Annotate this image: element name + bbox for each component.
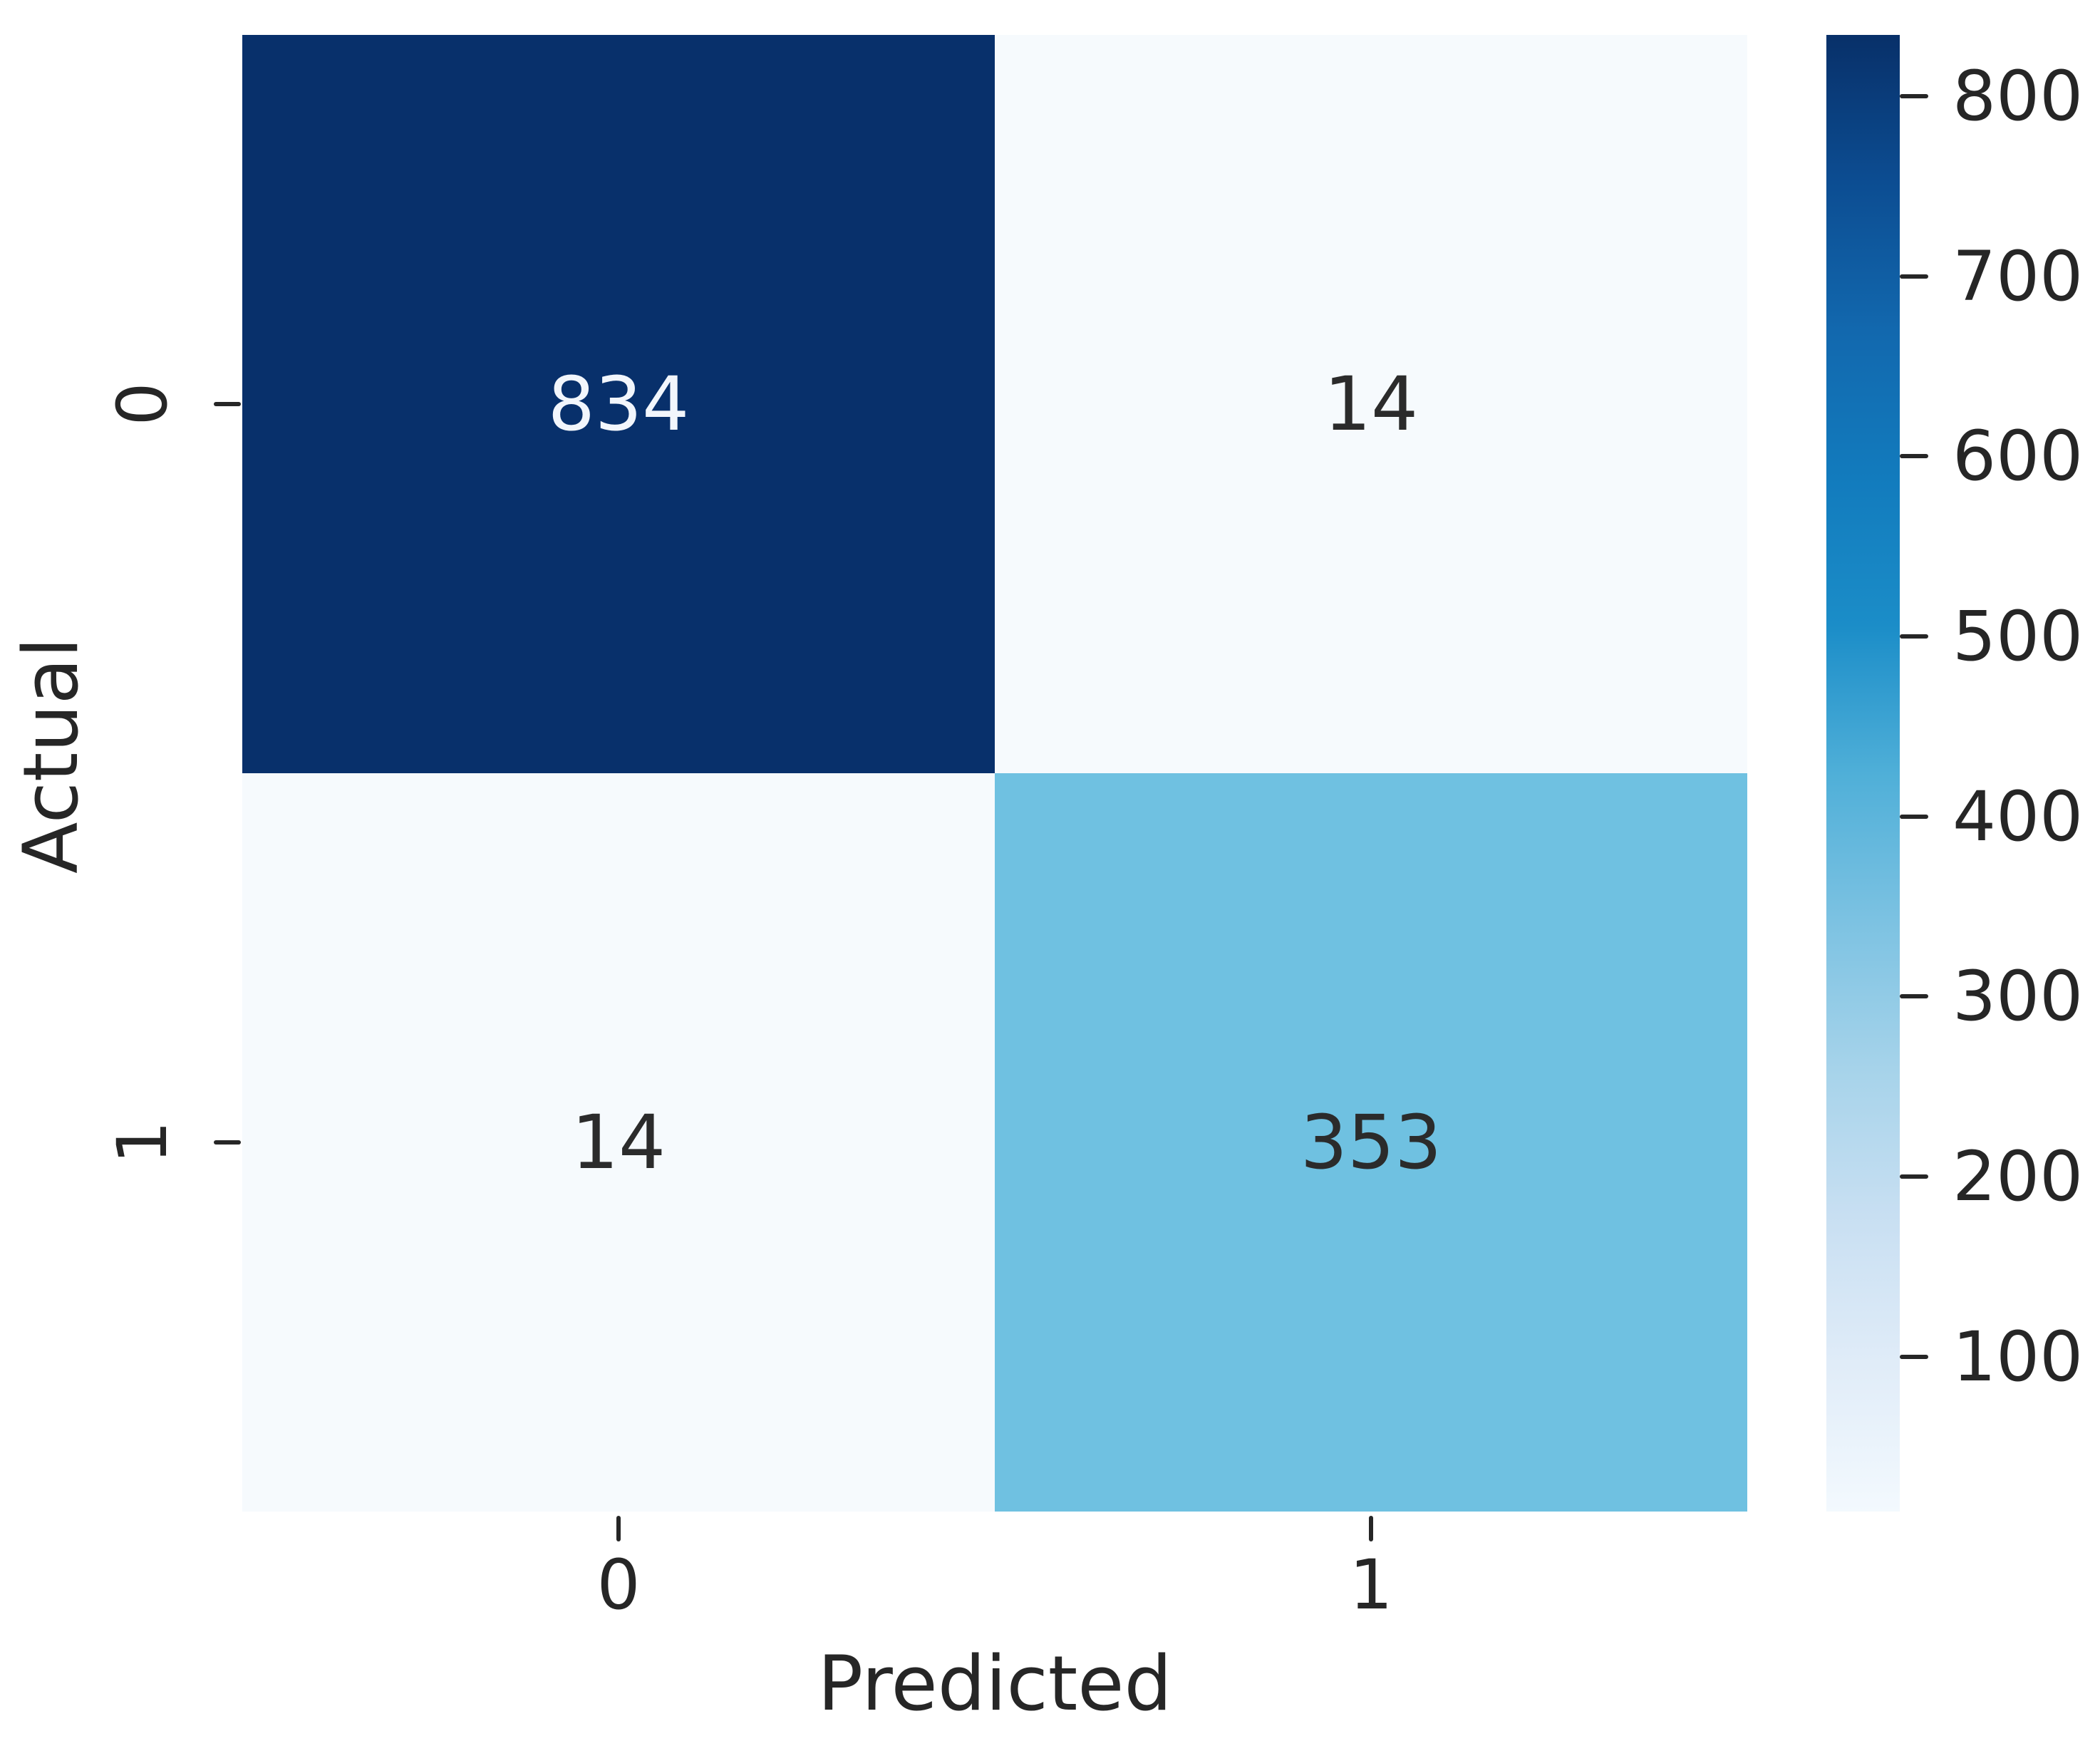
x-tick-mark-1	[1369, 1516, 1373, 1541]
colorbar-tick-mark	[1900, 814, 1928, 819]
cell-value-false-positive: 14	[1323, 361, 1419, 448]
colorbar-tick-800: 800	[1900, 62, 2083, 130]
y-tick-label-1: 1	[103, 1120, 182, 1164]
colorbar-tick-100: 100	[1900, 1323, 2083, 1391]
y-tick-mark-1	[214, 1140, 241, 1145]
cell-value-true-positive: 353	[1300, 1099, 1442, 1186]
colorbar-tick-mark	[1900, 274, 1928, 279]
colorbar-tick-mark	[1900, 1174, 1928, 1179]
x-tick-label-0: 0	[596, 1545, 641, 1625]
colorbar-tick-mark	[1900, 1354, 1928, 1359]
cell-actual1-predicted1: 353	[995, 773, 1747, 1512]
colorbar-tick-500: 500	[1900, 602, 2083, 671]
heatmap-plot: 834 14 14 353	[242, 35, 1747, 1512]
cell-actual0-predicted1: 14	[995, 35, 1747, 773]
cell-value-false-negative: 14	[571, 1099, 666, 1186]
colorbar-tick-mark	[1900, 93, 1928, 98]
colorbar-tick-label: 700	[1952, 236, 2084, 316]
colorbar-tick-label: 200	[1952, 1137, 2084, 1216]
colorbar-tick-mark	[1900, 454, 1928, 459]
colorbar-tick-label: 100	[1952, 1316, 2084, 1397]
colorbar-tick-label: 500	[1952, 596, 2084, 676]
cell-value-true-negative: 834	[547, 361, 690, 448]
y-axis-title: Actual	[7, 636, 95, 874]
x-tick-label-1: 1	[1349, 1545, 1393, 1625]
y-tick-mark-0	[214, 402, 241, 406]
x-tick-mark-0	[616, 1516, 621, 1541]
cell-actual0-predicted0: 834	[242, 35, 995, 773]
colorbar-tick-label: 400	[1952, 776, 2084, 857]
colorbar-tick-400: 400	[1900, 782, 2083, 851]
colorbar-tick-label: 300	[1952, 956, 2084, 1037]
colorbar-tick-700: 700	[1900, 242, 2083, 311]
y-tick-label-0: 0	[103, 382, 182, 426]
colorbar-tick-mark	[1900, 634, 1928, 639]
colorbar-tick-600: 600	[1900, 422, 2083, 490]
colorbar-tick-mark	[1900, 994, 1928, 999]
x-axis-title: Predicted	[817, 1640, 1172, 1727]
colorbar-ticks: 800 700 600 500 400 300 200 100	[1900, 35, 2100, 1512]
cell-actual1-predicted0: 14	[242, 773, 995, 1512]
colorbar-gradient	[1826, 35, 1900, 1512]
colorbar-tick-300: 300	[1900, 962, 2083, 1030]
colorbar-tick-label: 600	[1952, 416, 2084, 497]
colorbar-tick-label: 800	[1952, 56, 2084, 136]
colorbar-tick-200: 200	[1900, 1142, 2083, 1211]
